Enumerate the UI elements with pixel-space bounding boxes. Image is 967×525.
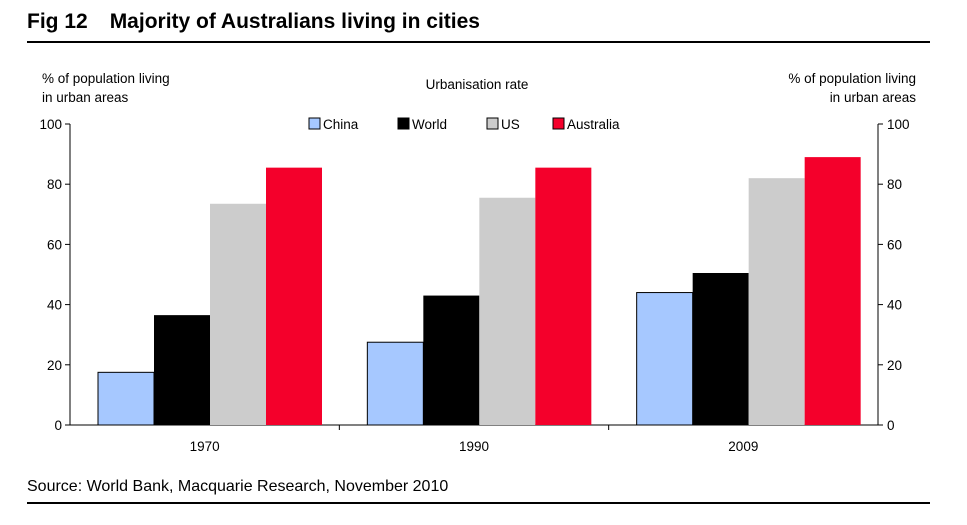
right-y-tick-label: 60 <box>887 237 902 252</box>
legend-label-australia: Australia <box>567 117 620 132</box>
x-tick-label: 1990 <box>459 439 489 454</box>
bar-australia-2009 <box>804 157 861 426</box>
legend-label-china: China <box>323 117 359 132</box>
source-note: Source: World Bank, Macquarie Research, … <box>27 478 449 495</box>
bar-chart: Urbanisation rate % of population living… <box>39 71 917 454</box>
bar-us-1970 <box>210 203 266 425</box>
bar-us-2009 <box>748 178 805 425</box>
left-y-tick-label: 0 <box>54 418 62 433</box>
figure-title-text: Majority of Australians living in cities <box>109 10 480 33</box>
chart-title: Urbanisation rate <box>426 77 529 92</box>
legend-swatch-china <box>308 117 321 130</box>
source-rule <box>27 502 930 504</box>
right-y-tick-label: 40 <box>887 298 902 313</box>
bar-china-1970 <box>97 371 155 426</box>
left-y-tick-label: 60 <box>47 237 62 252</box>
left-y-tick-label: 80 <box>47 177 62 192</box>
figure-title: Fig 12 Majority of Australians living in … <box>27 10 480 34</box>
right-axis-label-line1: % of population living <box>788 71 916 86</box>
right-y-tick-label: 20 <box>887 358 902 373</box>
right-axis-label-line2: in urban areas <box>830 90 917 105</box>
chart-axes: 0 0 20 20 40 40 60 60 80 80 100 100 1970 1990 2009 <box>39 117 909 454</box>
legend-swatch-australia <box>552 117 565 130</box>
left-y-tick-label: 20 <box>47 358 62 373</box>
left-y-tick-label: 100 <box>39 117 62 132</box>
bar-us-1990 <box>479 197 536 425</box>
left-axis-label-line2: in urban areas <box>42 90 129 105</box>
bar-world-1970 <box>154 315 210 425</box>
figure-number: Fig 12 <box>27 10 88 33</box>
legend-label-us: US <box>501 117 520 132</box>
x-tick-label: 1970 <box>190 439 220 454</box>
chart-legend: China World US Australia <box>308 117 620 132</box>
bar-australia-1990 <box>535 167 592 425</box>
legend-label-world: World <box>412 117 447 132</box>
left-y-tick-label: 40 <box>47 298 62 313</box>
legend-swatch-us <box>486 117 499 130</box>
chart-bars <box>97 157 861 426</box>
left-axis-label-line1: % of population living <box>42 71 170 86</box>
x-tick-label: 2009 <box>728 439 758 454</box>
title-rule <box>27 41 930 43</box>
right-y-tick-label: 80 <box>887 177 902 192</box>
bar-world-1990 <box>423 295 480 425</box>
right-y-tick-label: 100 <box>887 117 910 132</box>
bar-china-2009 <box>636 292 694 426</box>
right-y-tick-label: 0 <box>887 418 895 433</box>
bar-china-1990 <box>366 341 424 426</box>
bar-world-2009 <box>692 272 749 425</box>
bar-australia-1970 <box>266 167 322 425</box>
legend-swatch-world <box>397 117 410 130</box>
